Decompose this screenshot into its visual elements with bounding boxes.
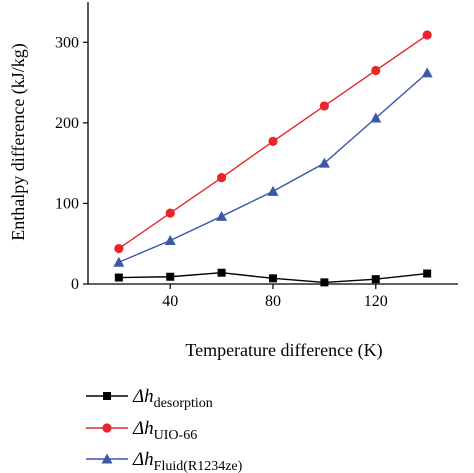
y-tick-label: 200 xyxy=(55,115,79,132)
series-line xyxy=(118,72,428,263)
legend-label-subscript: Fluid(R1234ze) xyxy=(154,459,243,473)
data-point xyxy=(114,243,124,254)
series-fluid-r1234ze- xyxy=(113,67,433,267)
series-uio-66 xyxy=(114,30,432,254)
series-desorption xyxy=(114,268,432,287)
data-point xyxy=(318,157,330,168)
legend-item: ΔhUIO-66 xyxy=(86,418,197,443)
x-tick-label: 120 xyxy=(364,293,388,310)
data-point xyxy=(164,234,176,245)
data-point xyxy=(423,269,432,278)
legend-label: ΔhUIO-66 xyxy=(132,418,197,443)
x-tick-label: 40 xyxy=(162,293,178,310)
data-point xyxy=(113,256,125,267)
data-point xyxy=(371,275,380,284)
legend-label: Δhdesorption xyxy=(132,386,213,411)
legend-label-main: Δh xyxy=(132,386,154,407)
y-tick-label: 300 xyxy=(55,34,79,51)
data-point xyxy=(217,173,227,183)
legend-marker xyxy=(103,392,111,400)
x-tick-label: 80 xyxy=(265,293,281,310)
series-layer xyxy=(113,30,433,287)
axis-ticks: 0 100 200 300 40 80 120 xyxy=(55,34,388,310)
data-point xyxy=(269,274,277,283)
data-point xyxy=(217,268,226,277)
data-point xyxy=(166,272,175,281)
data-point xyxy=(422,30,432,40)
legend-label-main: Δh xyxy=(132,418,154,439)
legend-label: ΔhFluid(R1234ze) xyxy=(132,449,243,473)
data-point xyxy=(319,101,329,111)
x-axis-title: Temperature difference (K) xyxy=(185,340,382,361)
data-point xyxy=(216,210,228,221)
legend-item: Δhdesorption xyxy=(86,386,213,411)
legend-marker xyxy=(101,453,113,464)
data-point xyxy=(114,273,123,282)
legend-label-main: Δh xyxy=(132,449,154,470)
legend-marker xyxy=(102,423,112,433)
legend-label-subscript: desorption xyxy=(154,396,213,411)
legend-label-subscript: UIO-66 xyxy=(154,428,198,443)
data-point xyxy=(371,65,381,76)
data-point xyxy=(268,136,278,146)
data-point xyxy=(320,278,329,287)
data-point xyxy=(267,185,279,196)
y-tick-label: 100 xyxy=(55,195,79,212)
legend-item: ΔhFluid(R1234ze) xyxy=(86,449,243,473)
data-point xyxy=(165,208,175,218)
data-point xyxy=(421,67,433,78)
data-point xyxy=(370,112,382,123)
y-tick-label: 0 xyxy=(71,276,79,293)
y-axis-title: Enthalpy difference (kJ/kg) xyxy=(8,43,29,241)
